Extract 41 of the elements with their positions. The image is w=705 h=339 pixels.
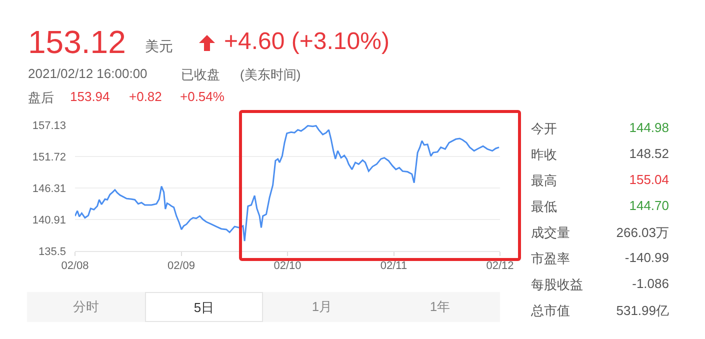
- text: +4.60 (+3.10%): [224, 28, 390, 56]
- y-tick-label: 140.91: [32, 214, 66, 226]
- text: 148.52: [629, 146, 669, 161]
- text: -140.99: [624, 250, 669, 265]
- line-series: [75, 125, 500, 242]
- text: 153.12: [28, 24, 126, 61]
- text: 5日: [145, 292, 263, 322]
- text: 已收盘: [181, 66, 220, 84]
- text: -1.086: [632, 276, 669, 291]
- text: +0.54%: [180, 89, 224, 104]
- text: 531.99亿: [616, 302, 669, 320]
- x-tick-label: 02/10: [274, 260, 302, 272]
- y-tick-label: 135.5: [38, 246, 66, 258]
- x-tick-label: 02/11: [380, 260, 408, 272]
- y-tick-label: 151.72: [32, 151, 66, 164]
- text: 总市值: [531, 302, 570, 320]
- text: 144.70: [629, 198, 669, 213]
- x-tick-label: 02/08: [61, 260, 89, 272]
- text: 美元: [145, 38, 173, 56]
- text: 144.98: [629, 120, 669, 135]
- text: 盘后: [28, 89, 54, 107]
- x-tick-label: 02/12: [486, 260, 514, 272]
- text: 1月: [310, 298, 334, 316]
- text: 155.04: [629, 172, 669, 187]
- y-tick-label: 146.31: [32, 182, 66, 195]
- text: 153.94: [70, 89, 110, 104]
- x-tick-label: 02/09: [167, 260, 196, 272]
- text: 1年: [428, 298, 452, 316]
- y-tick-label: 157.13: [32, 120, 66, 132]
- text: 最低: [531, 198, 557, 216]
- text: 266.03万: [616, 224, 669, 242]
- text: +0.82: [129, 89, 162, 104]
- text: 最高: [531, 172, 557, 190]
- text: 昨收: [531, 146, 557, 164]
- text: 2021/02/12 16:00:00: [28, 66, 148, 81]
- text: 每股收益: [531, 276, 583, 294]
- text: (美东时间): [240, 66, 301, 84]
- text: 市盈率: [531, 250, 570, 268]
- text: 分时: [72, 298, 100, 316]
- text: 成交量: [531, 224, 570, 242]
- text: 今开: [531, 120, 557, 138]
